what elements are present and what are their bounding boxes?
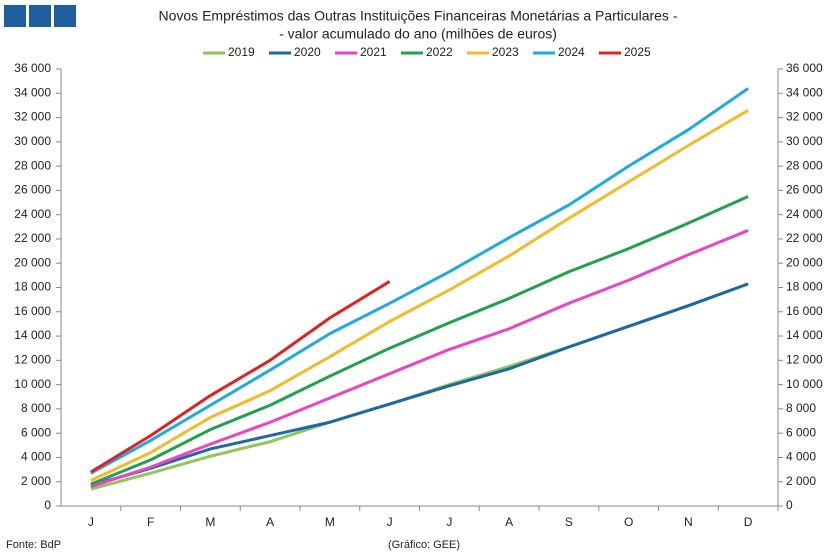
y2-tick-label: 8 000: [786, 401, 816, 415]
chart-title: Novos Empréstimos das Outras Instituiçõe…: [159, 8, 678, 24]
source: Fonte: BdP: [6, 539, 61, 551]
x-tick-label: A: [266, 515, 274, 529]
y2-tick-label: 18 000: [786, 280, 823, 294]
y2-tick-label: 6 000: [786, 425, 816, 439]
x-tick-label: J: [387, 515, 393, 529]
logo-square: [54, 5, 76, 27]
x-tick-label: M: [325, 515, 335, 529]
x-tick-label: F: [147, 515, 154, 529]
series-line: [90, 282, 749, 487]
y2-tick-label: 24 000: [786, 207, 823, 221]
x-tick-label: S: [565, 515, 573, 529]
credit: (Gráfico: GEE): [388, 539, 460, 551]
series-line: [90, 282, 749, 491]
legend-label: 2025: [624, 45, 651, 59]
y-tick-label: 18 000: [14, 280, 51, 294]
x-tick-label: D: [744, 515, 753, 529]
legend-label: 2023: [492, 45, 519, 59]
x-tick-label: A: [505, 515, 513, 529]
chart-subtitle: - valor acumulado do ano (milhões de eur…: [279, 26, 557, 42]
y-tick-label: 6 000: [21, 425, 51, 439]
y2-tick-label: 30 000: [786, 134, 823, 148]
y2-tick-label: 26 000: [786, 183, 823, 197]
y2-tick-label: 0: [786, 498, 793, 512]
y-tick-label: 20 000: [14, 255, 51, 269]
series-line: [90, 280, 391, 474]
legend-label: 2019: [228, 45, 255, 59]
y2-tick-label: 22 000: [786, 231, 823, 245]
x-tick-label: J: [88, 515, 94, 529]
y-tick-label: 2 000: [21, 474, 51, 488]
y-tick-label: 4 000: [21, 450, 51, 464]
y-tick-label: 36 000: [14, 61, 51, 75]
y-tick-label: 16 000: [14, 304, 51, 318]
y-tick-label: 12 000: [14, 353, 51, 367]
series-line: [90, 108, 749, 482]
legend-label: 2024: [558, 45, 585, 59]
y2-tick-label: 16 000: [786, 304, 823, 318]
y-tick-label: 26 000: [14, 183, 51, 197]
y2-tick-label: 28 000: [786, 158, 823, 172]
series-line: [90, 195, 749, 486]
logo-square: [29, 5, 51, 27]
x-tick-label: J: [446, 515, 452, 529]
y2-tick-label: 34 000: [786, 85, 823, 99]
logo-square: [4, 5, 26, 27]
y-tick-label: 10 000: [14, 377, 51, 391]
y-tick-label: 8 000: [21, 401, 51, 415]
legend-label: 2021: [360, 45, 387, 59]
x-tick-label: M: [205, 515, 215, 529]
x-tick-label: N: [684, 515, 693, 529]
y-tick-label: 24 000: [14, 207, 51, 221]
y-tick-label: 28 000: [14, 158, 51, 172]
y-tick-label: 14 000: [14, 328, 51, 342]
series-line: [90, 229, 749, 489]
legend-label: 2020: [294, 45, 321, 59]
legend-label: 2022: [426, 45, 453, 59]
y2-tick-label: 32 000: [786, 110, 823, 124]
y-tick-label: 34 000: [14, 85, 51, 99]
y-tick-label: 32 000: [14, 110, 51, 124]
y2-tick-label: 36 000: [786, 61, 823, 75]
y-tick-label: 30 000: [14, 134, 51, 148]
y2-tick-label: 10 000: [786, 377, 823, 391]
x-tick-label: O: [624, 515, 633, 529]
y-tick-label: 0: [44, 498, 51, 512]
y2-tick-label: 12 000: [786, 353, 823, 367]
y2-tick-label: 2 000: [786, 474, 816, 488]
series-line: [90, 87, 749, 475]
y-tick-label: 22 000: [14, 231, 51, 245]
y2-tick-label: 20 000: [786, 255, 823, 269]
y2-tick-label: 14 000: [786, 328, 823, 342]
y2-tick-label: 4 000: [786, 450, 816, 464]
